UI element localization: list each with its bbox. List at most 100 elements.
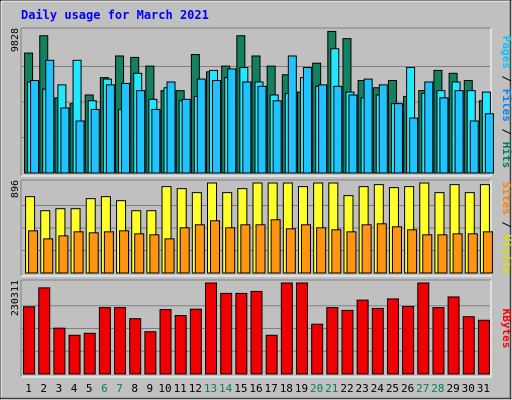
- bar-kbytes: [38, 287, 51, 375]
- bar-kbytes: [477, 319, 490, 375]
- bar-sites: [482, 231, 493, 274]
- bar-sites: [194, 224, 205, 274]
- bar-sites: [43, 238, 54, 274]
- x-tick-label: 6: [101, 382, 108, 395]
- bar-pages: [333, 85, 343, 174]
- bar-kbytes: [295, 282, 308, 375]
- bar-kbytes: [250, 290, 263, 375]
- bar-pages: [409, 117, 419, 174]
- bar-kbytes: [417, 282, 430, 375]
- x-tick-label: 21: [325, 382, 338, 395]
- legend-part: /: [500, 122, 512, 142]
- bar-kbytes: [83, 332, 96, 375]
- bar-kbytes: [462, 316, 475, 375]
- x-tick-label: 30: [462, 382, 475, 395]
- bar-sites: [28, 230, 39, 274]
- bar-kbytes: [159, 309, 172, 375]
- bar-sites: [73, 231, 84, 274]
- series-pages: [30, 55, 494, 174]
- bar-pages: [227, 68, 237, 174]
- bar-kbytes: [326, 307, 339, 375]
- bar-sites: [270, 219, 281, 274]
- legend-part: Visits: [500, 235, 512, 275]
- bar-kbytes: [341, 309, 354, 375]
- chart-panels: 9828 Pages / Files / Hits 896 Sites / Visit…: [10, 27, 512, 378]
- bar-sites: [255, 224, 266, 274]
- bar-pages: [212, 80, 222, 174]
- bar-kbytes: [174, 315, 187, 375]
- bar-sites: [300, 224, 311, 274]
- bar-pages: [424, 81, 434, 174]
- bar-sites: [361, 224, 372, 274]
- y-max-label: 9828: [10, 28, 21, 52]
- x-tick-label: 4: [71, 382, 78, 395]
- x-tick-label: 26: [401, 382, 414, 395]
- bar-sites: [467, 233, 478, 274]
- legend-part: /: [500, 215, 512, 235]
- bar-sites: [285, 228, 296, 274]
- bar-kbytes: [205, 282, 218, 375]
- x-tick-label: 22: [340, 382, 353, 395]
- bar-sites: [240, 224, 251, 274]
- bar-kbytes: [23, 306, 36, 375]
- bar-pages: [151, 108, 161, 174]
- x-tick-label: 9: [147, 382, 154, 395]
- bar-kbytes: [235, 292, 248, 375]
- panel-visits: 896 Sites / Visits: [10, 179, 512, 277]
- bar-sites: [58, 235, 69, 274]
- bar-kbytes: [53, 327, 66, 375]
- bar-sites: [164, 238, 175, 274]
- x-tick-label: 31: [477, 382, 490, 395]
- bar-kbytes: [280, 282, 293, 375]
- x-tick-label: 14: [219, 382, 233, 395]
- x-tick-label: 10: [158, 382, 171, 395]
- bar-kbytes: [220, 292, 233, 375]
- legend-part: Pages: [500, 36, 512, 69]
- bar-kbytes: [356, 299, 369, 375]
- series-legend-requests: Pages / Files / Hits: [500, 36, 512, 169]
- bar-pages: [121, 82, 131, 174]
- x-tick-label: 12: [189, 382, 202, 395]
- bar-pages: [242, 81, 252, 174]
- bar-kbytes: [311, 323, 324, 375]
- x-axis-labels: 1 2 3 4 5 6 7 8 9 10 11 12 13 14 15 16 17 18 19 20 21 22 23 24 2…: [25, 382, 490, 395]
- x-tick-label: 3: [56, 382, 63, 395]
- bar-kbytes: [114, 307, 127, 375]
- legend-part: Files: [500, 89, 512, 122]
- bar-kbytes: [402, 305, 415, 375]
- bar-sites: [225, 227, 236, 274]
- bar-sites: [346, 231, 357, 274]
- bar-pages: [257, 85, 267, 174]
- x-tick-label: 25: [386, 382, 399, 395]
- x-tick-label: 17: [265, 382, 278, 395]
- bar-sites: [149, 234, 160, 274]
- bar-kbytes: [265, 334, 278, 375]
- bar-pages: [469, 120, 479, 174]
- bar-pages: [45, 59, 55, 174]
- x-tick-label: 11: [174, 382, 187, 395]
- panel-kbytes: 230311 KBytes: [10, 279, 512, 378]
- x-tick-label: 27: [416, 382, 429, 395]
- x-tick-label: 16: [249, 382, 262, 395]
- bar-pages: [166, 81, 176, 174]
- bar-pages: [136, 90, 146, 174]
- x-tick-label: 23: [356, 382, 369, 395]
- bar-pages: [363, 78, 373, 174]
- bar-pages: [287, 55, 297, 174]
- legend-part: /: [500, 69, 512, 89]
- bar-pages: [181, 98, 191, 174]
- series-sites: [28, 219, 493, 274]
- bar-kbytes: [129, 318, 142, 375]
- legend-part: Sites: [500, 182, 512, 215]
- bar-sites: [407, 229, 418, 274]
- x-tick-label: 8: [131, 382, 138, 395]
- bar-pages: [302, 67, 312, 174]
- x-tick-label: 2: [40, 382, 47, 395]
- bar-pages: [105, 84, 115, 174]
- bar-sites: [391, 226, 402, 274]
- bar-kbytes: [144, 331, 157, 375]
- x-tick-label: 19: [295, 382, 308, 395]
- bar-kbytes: [189, 308, 202, 375]
